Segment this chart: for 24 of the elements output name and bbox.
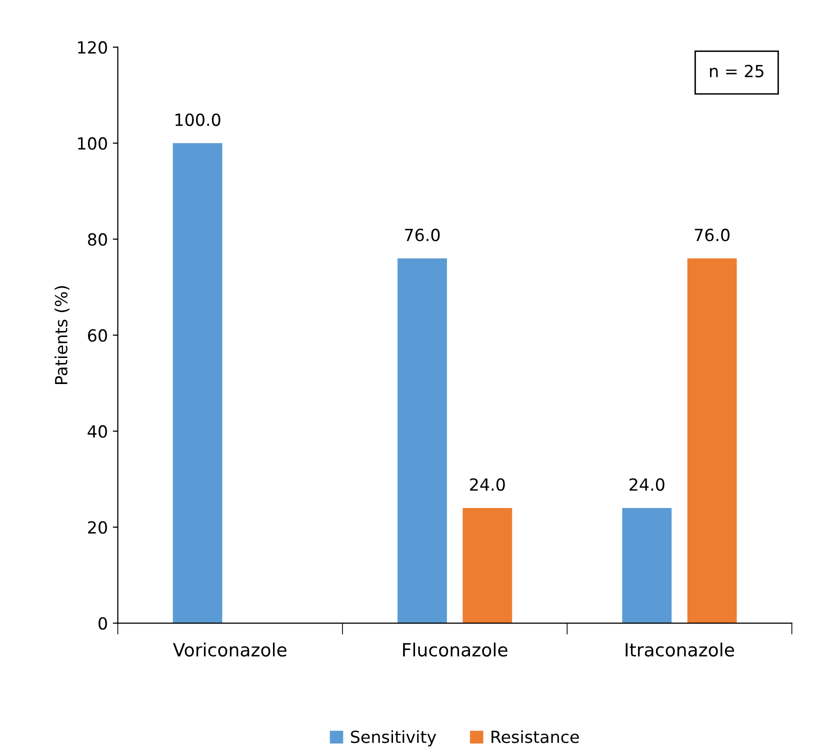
x-tick-label: Fluconazole	[403, 642, 508, 657]
y-tick-label: 120	[78, 41, 107, 54]
y-tick-label: 80	[88, 233, 107, 246]
bar	[462, 508, 512, 624]
data-label: 24.0	[470, 478, 505, 491]
bar	[172, 143, 222, 624]
data-label: 76.0	[694, 228, 730, 242]
x-tick-label: Voriconazole	[172, 642, 286, 657]
y-tick-label: 20	[88, 521, 107, 534]
data-label: 76.0	[405, 228, 440, 242]
bar	[398, 258, 447, 624]
y-tick-label: 40	[88, 425, 107, 438]
bar	[687, 258, 737, 624]
y-axis-title: Patients (%)	[54, 286, 70, 384]
y-tick-label: 100	[78, 137, 107, 150]
legend-label: Sensitivity	[350, 730, 436, 746]
y-tick-label: 0	[98, 617, 107, 630]
y-tick-label: 60	[88, 329, 107, 342]
legend-label: Resistance	[492, 730, 579, 744]
annotation: n = 25	[710, 64, 764, 78]
data-label: 100.0	[176, 113, 220, 126]
bar	[622, 508, 672, 624]
x-tick-label: Itraconazole	[626, 642, 734, 657]
data-label: 24.0	[630, 478, 664, 491]
